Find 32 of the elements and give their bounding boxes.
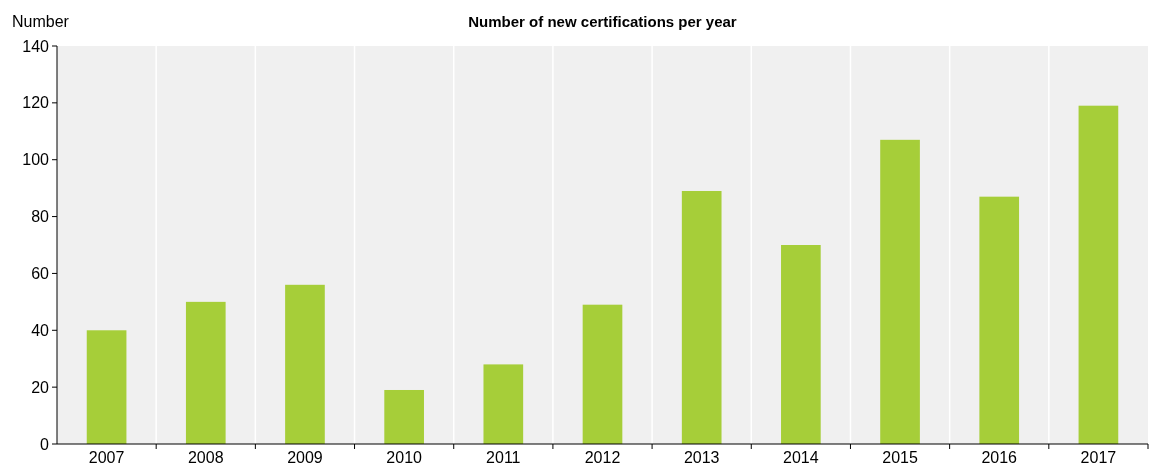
x-tick-label: 2009 — [287, 449, 323, 466]
x-tick-label: 2007 — [88, 449, 125, 466]
y-tick-label: 20 — [31, 378, 50, 396]
bar — [781, 245, 821, 444]
bar — [681, 190, 722, 444]
x-tick-label: 2015 — [882, 449, 918, 466]
y-tick-label: 120 — [22, 94, 50, 112]
y-tick-label: 40 — [31, 321, 50, 339]
y-tick-label: 0 — [40, 435, 50, 453]
x-tick-label: 2010 — [386, 449, 423, 466]
bar — [880, 139, 920, 444]
bar — [1078, 105, 1119, 444]
bar — [285, 284, 325, 444]
bar — [185, 301, 226, 444]
x-tick-label: 2016 — [981, 449, 1018, 466]
bar — [86, 330, 127, 444]
x-tick-label: 2008 — [187, 449, 224, 466]
x-tick-label: 2014 — [783, 449, 819, 466]
x-tick-label: 2012 — [584, 449, 621, 466]
y-tick-label: 80 — [31, 208, 50, 226]
y-tick-label: 140 — [22, 37, 50, 55]
y-tick-label: 60 — [31, 265, 50, 283]
bar — [582, 304, 623, 444]
bar — [384, 389, 424, 444]
x-tick-label: 2013 — [683, 449, 720, 466]
y-tick-label: 100 — [22, 151, 50, 169]
bar — [483, 364, 524, 444]
x-tick-label: 2017 — [1080, 449, 1117, 466]
y-axis-title: Number — [12, 13, 70, 30]
bar — [979, 196, 1020, 444]
chart-title: Number of new certifications per year — [468, 13, 737, 30]
x-tick-label: 2011 — [486, 449, 521, 466]
